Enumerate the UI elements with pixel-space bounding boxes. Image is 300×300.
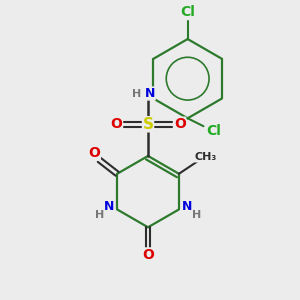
Text: N: N [145, 87, 155, 100]
Text: O: O [110, 117, 122, 131]
Text: CH₃: CH₃ [194, 152, 217, 162]
Text: O: O [88, 146, 100, 160]
Text: S: S [142, 117, 154, 132]
Text: O: O [174, 117, 186, 131]
Text: H: H [131, 88, 141, 98]
Text: O: O [142, 248, 154, 262]
Text: Cl: Cl [180, 5, 195, 19]
Text: N: N [104, 200, 114, 213]
Text: Cl: Cl [206, 124, 221, 138]
Text: H: H [192, 210, 201, 220]
Text: N: N [182, 200, 192, 213]
Text: H: H [95, 210, 104, 220]
